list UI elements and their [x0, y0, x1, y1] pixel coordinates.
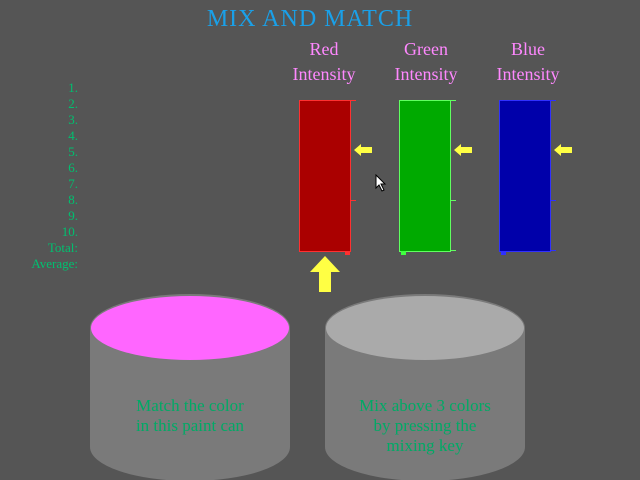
row-10: 10. [61, 224, 78, 239]
row-total: Total: [47, 240, 78, 255]
row-5: 5. [68, 144, 78, 159]
mix-paint-can [325, 294, 525, 480]
target-paint-can [90, 294, 290, 480]
red-tick-top [351, 100, 356, 101]
blue-intensity-label: Blue Intensity [478, 37, 578, 87]
mix-can-line3: mixing key [386, 436, 464, 455]
row-6: 6. [68, 160, 78, 175]
green-intensity-label: Green Intensity [376, 37, 476, 87]
row-4: 4. [68, 128, 78, 143]
red-level-arrow-icon [354, 144, 372, 156]
blue-tick-mid [551, 200, 556, 201]
row-3: 3. [68, 112, 78, 127]
mix-can-instructions: Mix above 3 colors by pressing the mixin… [325, 396, 525, 456]
target-can-line1: Match the color [136, 396, 244, 415]
red-label-line2: Intensity [292, 64, 356, 84]
blue-label-line1: Blue [511, 39, 545, 59]
red-tick-mid [351, 200, 356, 201]
row-9: 9. [68, 208, 78, 223]
blue-tick-bottom [551, 250, 556, 251]
game-title: MIX AND MATCH [206, 6, 414, 32]
green-tick-top [451, 100, 456, 101]
mouse-pointer-icon [375, 174, 387, 192]
red-intensity-label: Red Intensity [274, 37, 374, 87]
mix-can-line2: by pressing the [373, 416, 477, 435]
blue-intensity-bar[interactable] [499, 100, 551, 252]
mix-can-line1: Mix above 3 colors [359, 396, 491, 415]
red-base-marker [345, 251, 350, 255]
red-label-line1: Red [309, 39, 339, 59]
selector-arrow-up-icon [310, 256, 340, 292]
blue-label-line2: Intensity [496, 64, 560, 84]
row-8: 8. [68, 192, 78, 207]
row-1: 1. [68, 80, 78, 95]
target-can-instructions: Match the color in this paint can [90, 396, 290, 436]
blue-base-marker [501, 251, 506, 255]
row-2: 2. [68, 96, 78, 111]
score-rows: 1. 2. 3. 4. 5. 6. 7. 8. 9. 10. Total: Av… [0, 80, 78, 272]
green-label-line1: Green [404, 39, 448, 59]
green-intensity-bar[interactable] [399, 100, 451, 252]
green-tick-mid [451, 200, 456, 201]
blue-level-arrow-icon [554, 144, 572, 156]
blue-tick-top [551, 100, 556, 101]
red-intensity-bar[interactable] [299, 100, 351, 252]
green-tick-bottom [451, 250, 456, 251]
green-label-line2: Intensity [394, 64, 458, 84]
target-can-line2: in this paint can [135, 416, 245, 435]
row-7: 7. [68, 176, 78, 191]
green-base-marker [401, 251, 406, 255]
green-level-arrow-icon [454, 144, 472, 156]
row-average: Average: [31, 256, 78, 271]
